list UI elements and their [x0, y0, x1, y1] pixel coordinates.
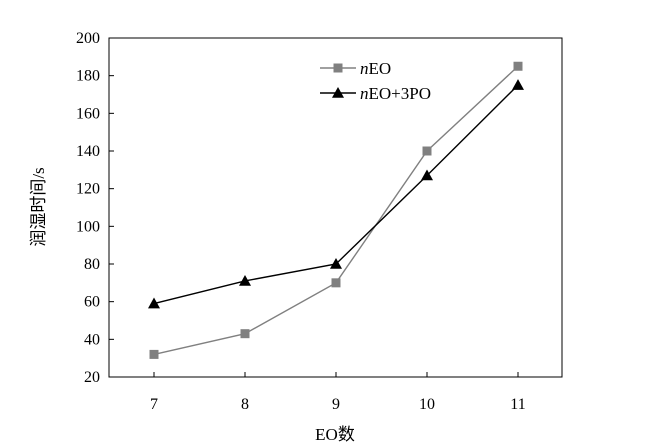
data-point	[239, 274, 251, 286]
data-point	[512, 79, 524, 90]
y-tick-label: 200	[76, 30, 100, 47]
legend-label-suffix: EO+3PO	[369, 84, 431, 103]
x-tick-label: 9	[332, 396, 340, 413]
data-point	[330, 258, 342, 269]
x-axis: 7 8 9 10 11	[150, 372, 526, 413]
data-point	[149, 349, 159, 359]
legend-item-2: nEO+3PO	[320, 84, 431, 103]
legend-label: nEO+3PO	[360, 84, 431, 103]
data-point	[421, 169, 433, 181]
data-point	[513, 61, 523, 71]
legend-label-prefix: n	[360, 84, 369, 103]
y-tick-label: 120	[76, 181, 100, 198]
series-2	[148, 79, 524, 309]
legend-swatch-marker	[332, 87, 344, 98]
y-axis: 20 40 60 80 100 120 140 160 180 200	[76, 30, 114, 386]
legend-label: nEO	[360, 59, 391, 78]
data-point	[148, 297, 160, 309]
y-tick-label: 20	[84, 369, 100, 386]
series-line	[153, 65, 519, 356]
x-tick-label: 11	[510, 396, 525, 413]
x-tick-label: 7	[150, 396, 158, 413]
legend-item-1: nEO	[320, 59, 391, 78]
legend-label-suffix: EO	[369, 59, 392, 78]
series-layer	[148, 61, 524, 359]
y-tick-label: 60	[84, 294, 100, 311]
x-tick-label: 8	[241, 396, 249, 413]
y-tick-label: 160	[76, 105, 100, 122]
legend-swatch-marker	[333, 63, 343, 73]
y-tick-label: 100	[76, 218, 100, 235]
y-tick-label: 140	[76, 143, 100, 160]
legend-label-prefix: n	[360, 59, 369, 78]
data-point	[240, 329, 250, 339]
data-point	[422, 146, 432, 156]
series-1	[149, 61, 523, 359]
y-tick-label: 80	[84, 256, 100, 273]
y-tick-label: 40	[84, 331, 100, 348]
data-point	[331, 278, 341, 288]
y-tick-label: 180	[76, 68, 100, 85]
x-axis-title: EO数	[315, 425, 355, 444]
x-tick-label: 10	[419, 396, 435, 413]
y-axis-title: 润湿时间/s	[29, 167, 48, 246]
